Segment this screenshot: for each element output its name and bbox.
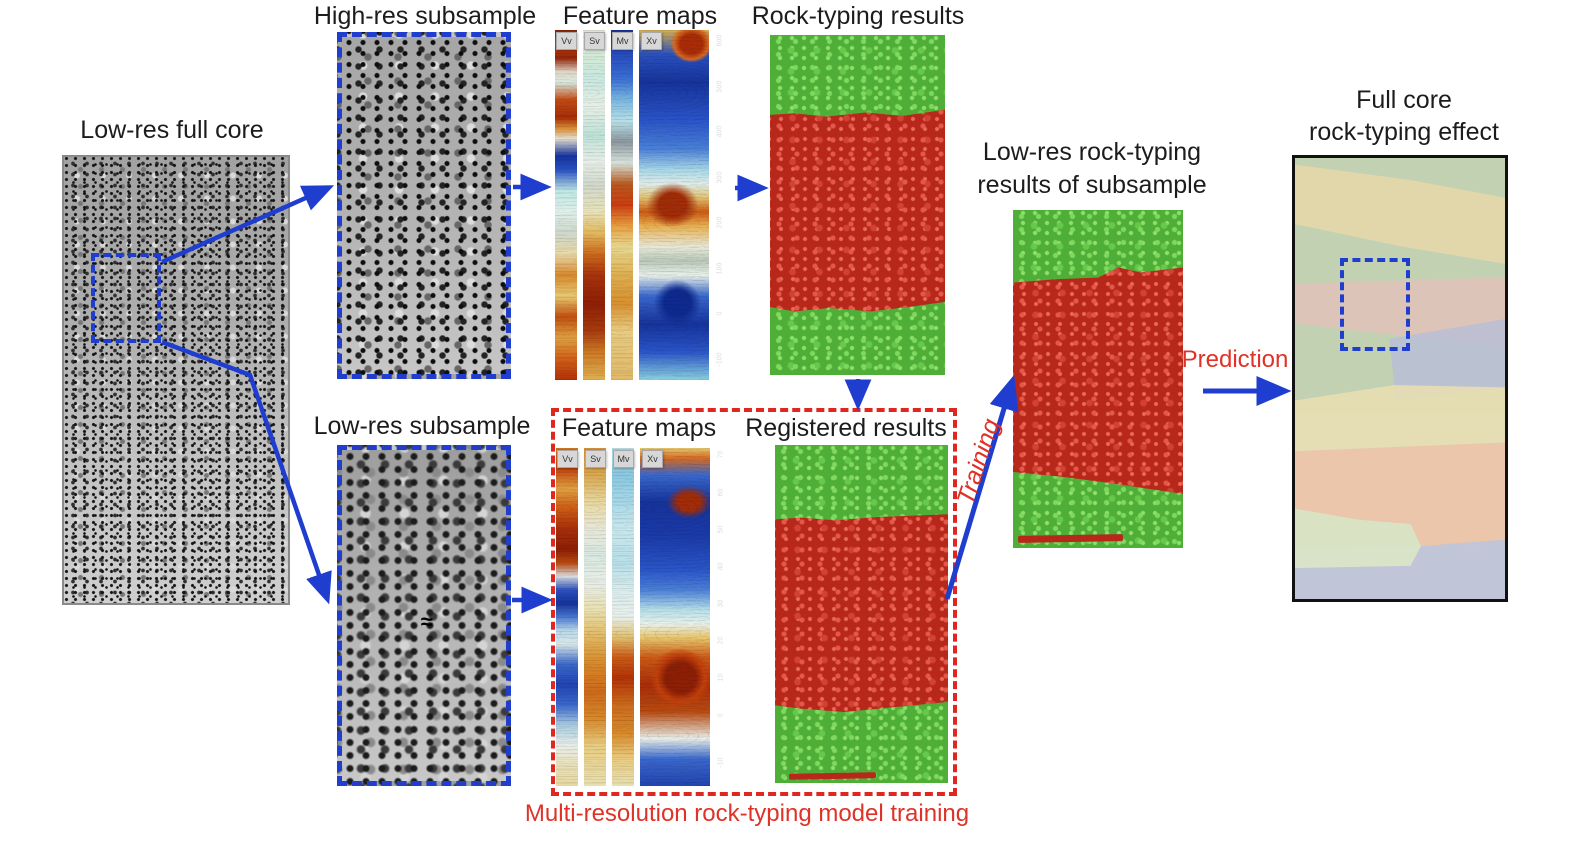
- feature-map-sv-bottom: [584, 448, 606, 786]
- feature-map-vv-top: [555, 30, 577, 380]
- registered-results-label: Registered results: [745, 414, 947, 442]
- subsample-red-streak: [1018, 533, 1124, 543]
- feature-map-tab-vv: Vv: [557, 450, 578, 468]
- registered-results-image: [775, 445, 948, 783]
- feature-map-tab-sv: Sv: [584, 32, 605, 50]
- feature-map-tab-sv: Sv: [585, 450, 606, 468]
- colorbar-tick: -100: [716, 351, 724, 367]
- colorbar-tick: 200: [716, 216, 724, 229]
- full-core-crop-box: [91, 253, 161, 343]
- low-res-full-core-image: [62, 155, 290, 605]
- rock-type-red-band: [770, 109, 945, 312]
- subsample-results-label-line1: Low-res rock-typing: [982, 138, 1202, 166]
- rock-typing-results-label: Rock-typing results: [751, 2, 965, 30]
- full-core-effect-image: [1292, 155, 1508, 602]
- feature-map-tab-vv: Vv: [556, 32, 577, 50]
- high-res-subsample-label: High-res subsample: [313, 2, 537, 30]
- colorbar-top: 600 500 400 300 200 100 0 -100: [713, 30, 727, 380]
- colorbar-tick: 600: [716, 34, 724, 47]
- feature-maps-bottom-label: Feature maps: [561, 414, 717, 442]
- rock-typing-results-image: [770, 35, 945, 375]
- full-core-effect-label-line1: Full core: [1356, 86, 1452, 114]
- colorbar-tick: 500: [716, 80, 724, 92]
- feature-map-tab-mv: Mv: [613, 450, 634, 468]
- feature-maps-bottom-panel: Vv Sv Mv Xv 70 60 50 40 30 20 10 0 -10: [556, 448, 728, 786]
- prediction-label: Prediction: [1181, 346, 1289, 373]
- model-training-caption: Multi-resolution rock-typing model train…: [524, 800, 970, 827]
- band-yellow: [1295, 385, 1505, 452]
- feature-map-mv-top: [611, 30, 633, 380]
- subsample-results-image: [1013, 210, 1183, 548]
- subsample-results-label-line2: results of subsample: [977, 171, 1207, 199]
- colorbar-tick: 400: [716, 125, 724, 138]
- low-res-full-core-label: Low-res full core: [80, 116, 264, 144]
- full-core-effect-label-line2: rock-typing effect: [1309, 118, 1499, 146]
- approx-symbol: ≈: [420, 608, 433, 634]
- feature-map-xv-top: [639, 30, 709, 380]
- feature-map-mv-bottom: [612, 448, 634, 786]
- feature-map-xv-bottom: [640, 448, 710, 786]
- low-res-subsample-label: Low-res subsample: [313, 412, 531, 440]
- high-res-subsample-image: [337, 32, 511, 379]
- feature-maps-top-panel: Vv Sv Mv Xv 600 500 400 300 200 100 0 -1…: [555, 30, 727, 380]
- feature-map-sv-top: [583, 30, 605, 380]
- feature-map-vv-bottom: [556, 448, 578, 786]
- model-training-box: [551, 408, 957, 796]
- feature-maps-top-label: Feature maps: [562, 2, 718, 30]
- registered-red-band: [775, 514, 948, 713]
- feature-map-tab-xv: Xv: [641, 32, 662, 50]
- low-res-subsample-image: ≈: [337, 445, 511, 786]
- training-label: Training: [951, 415, 1006, 509]
- colorbar-tick: 100: [716, 262, 724, 274]
- colorbar-tick: 0: [716, 311, 724, 316]
- feature-map-tab-mv: Mv: [612, 32, 633, 50]
- feature-map-tab-xv: Xv: [642, 450, 663, 468]
- subsample-red-band: [1013, 267, 1183, 494]
- colorbar-tick: 300: [716, 171, 724, 183]
- full-core-effect-crop-box: [1340, 258, 1410, 351]
